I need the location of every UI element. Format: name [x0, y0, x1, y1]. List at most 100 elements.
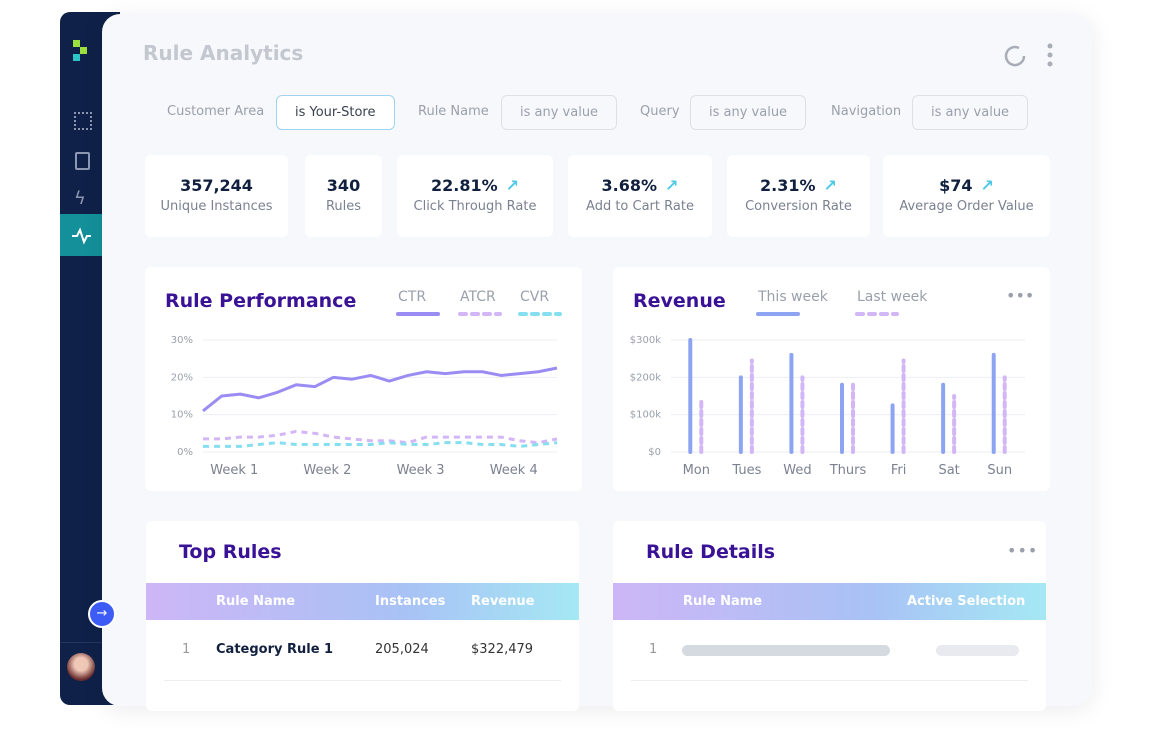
card-title: Top Rules: [179, 541, 282, 563]
x-tick-label: Tues: [731, 463, 761, 478]
nav-icon[interactable]: ϟ: [74, 188, 86, 209]
legend-label[interactable]: ATCR: [460, 289, 496, 305]
y-tick-label: 0%: [177, 447, 193, 458]
table-header: Rule Name Active Selection: [613, 583, 1046, 620]
kpi-value: 2.31% ↗: [727, 176, 870, 195]
kpi-card: 3.68% ↗ Add to Cart Rate: [568, 155, 712, 237]
cell: $322,479: [471, 642, 534, 657]
x-tick-label: Week 4: [490, 463, 538, 478]
y-tick-label: $300k: [630, 335, 661, 346]
table-header: Rule Name Instances Revenue: [146, 583, 579, 620]
x-tick-label: Mon: [683, 463, 710, 478]
kpi-label: Add to Cart Rate: [586, 199, 694, 214]
kpi-card: 22.81% ↗ Click Through Rate: [397, 155, 553, 237]
x-tick-label: Thurs: [829, 463, 867, 478]
kpi-value: 3.68% ↗: [568, 176, 712, 195]
column-header: Rule Name: [683, 594, 763, 609]
logo: [80, 47, 87, 54]
filter-value[interactable]: is any value: [501, 95, 618, 130]
kpi-value: 340: [305, 176, 382, 195]
refresh-icon[interactable]: [1004, 45, 1026, 67]
x-tick-label: Week 3: [397, 463, 445, 478]
table-row[interactable]: 1 Category Rule 1 205,024 $322,479: [164, 620, 561, 681]
series-line: [202, 366, 558, 413]
filter-value[interactable]: is Your-Store: [276, 95, 395, 130]
kpi-value-text: 2.31%: [760, 176, 816, 195]
rule-performance-card: Rule Performance 0% 10% 20% 30% CTR ATCR CVR Wee…: [145, 267, 582, 491]
trend-icon: ↗: [823, 176, 837, 195]
trend-icon: ↗: [980, 176, 994, 195]
rule-details-card: Rule Details ••• Rule Name Active Selecti…: [613, 521, 1046, 711]
legend-label[interactable]: CTR: [398, 289, 426, 305]
column-header: Rule Name: [216, 594, 296, 609]
series-line: [203, 441, 558, 448]
y-tick-label: 30%: [171, 335, 193, 346]
menu-icon[interactable]: [1047, 43, 1053, 49]
page-title: Rule Analytics: [143, 41, 304, 65]
kpi-value-text: 3.68%: [601, 176, 658, 195]
expand-button[interactable]: →: [88, 600, 116, 628]
nav-icon[interactable]: [74, 112, 92, 130]
top-rules-card: Top Rules Rule Name Instances Revenue 1 Cat…: [146, 521, 579, 711]
toolbar: [1004, 43, 1053, 67]
filter-label: Navigation: [831, 104, 902, 119]
kpi-label: Unique Instances: [160, 199, 273, 214]
kpi-value-text: 340: [326, 176, 361, 195]
logo: [73, 54, 80, 61]
filter-value[interactable]: is any value: [690, 95, 807, 130]
legend-label[interactable]: This week: [757, 289, 829, 305]
kpi-value-text: 357,244: [180, 176, 253, 195]
kpi-label: Click Through Rate: [413, 199, 537, 214]
y-tick-label: $200k: [630, 372, 661, 383]
kpi-label: Rules: [325, 199, 362, 214]
y-tick-label: $0: [648, 447, 661, 458]
series-line: [203, 429, 558, 445]
nav-icon[interactable]: [75, 152, 90, 170]
card-title: Rule Details: [646, 541, 776, 563]
filter-label: Rule Name: [418, 104, 489, 119]
column-header: Revenue: [471, 594, 535, 609]
chart-title: Revenue: [633, 290, 726, 312]
y-tick-label: 10%: [171, 410, 193, 421]
menu-icon[interactable]: [1047, 52, 1053, 58]
y-tick-label: 20%: [171, 372, 193, 383]
cell: 205,024: [375, 642, 429, 657]
kpi-card: $74 ↗ Average Order Value: [883, 155, 1050, 237]
column-header: Active Selection: [907, 594, 1026, 609]
table-row[interactable]: 1: [631, 620, 1028, 681]
y-tick-label: $100k: [630, 410, 661, 421]
chart: Revenue $0 $100k $200k $300k This week Last we…: [630, 286, 1035, 478]
divider: [60, 642, 102, 643]
kpi-value: 357,244: [145, 176, 288, 195]
kpi-value: 22.81% ↗: [397, 176, 553, 195]
cell: Category Rule 1: [216, 642, 334, 657]
column-header: Instances: [375, 594, 446, 609]
x-tick-label: Wed: [783, 463, 811, 478]
avatar[interactable]: [67, 653, 95, 681]
menu-icon[interactable]: [1047, 61, 1053, 67]
menu-icon[interactable]: •••: [1006, 286, 1034, 305]
revenue-card: Revenue $0 $100k $200k $300k This week Last we…: [613, 267, 1050, 491]
x-tick-label: Fri: [891, 463, 907, 478]
filter-label: Customer Area: [167, 104, 265, 119]
chart-title: Rule Performance: [165, 290, 356, 312]
legend-label[interactable]: Last week: [857, 289, 928, 305]
kpi-value: $74 ↗: [883, 176, 1050, 195]
filter-value[interactable]: is any value: [912, 95, 1029, 130]
x-tick-label: Sat: [938, 463, 959, 478]
kpi-card: 357,244 Unique Instances: [145, 155, 288, 237]
kpi-value-text: $74: [939, 176, 973, 195]
x-tick-label: Week 2: [303, 463, 351, 478]
kpi-card: 340 Rules: [305, 155, 382, 237]
nav-icon-active[interactable]: [60, 214, 102, 256]
x-tick-label: Sun: [987, 463, 1012, 478]
filter-label: Query: [640, 104, 680, 119]
chart: Rule Performance 0% 10% 20% 30% CTR ATCR CVR Wee…: [165, 289, 562, 478]
logo: [73, 40, 80, 47]
legend-label[interactable]: CVR: [520, 289, 549, 305]
kpi-label: Conversion Rate: [745, 199, 852, 214]
cell: 1: [649, 642, 658, 657]
placeholder: [936, 645, 1019, 656]
menu-icon[interactable]: •••: [1007, 541, 1039, 560]
